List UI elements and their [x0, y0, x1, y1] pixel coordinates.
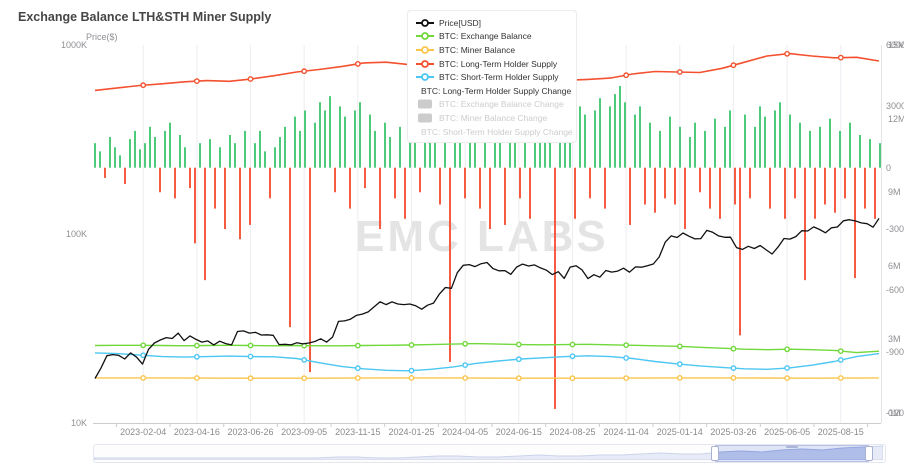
datazoom-profile	[94, 445, 883, 460]
legend-label: BTC: Long-Term Holder Supply Change	[421, 85, 572, 96]
legend-item-6[interactable]: BTC: Exchange Balance Change	[416, 98, 568, 112]
right-change-axis-label: -60000	[886, 285, 904, 296]
miner-balance-line-markers	[140, 374, 844, 382]
datazoom-slider[interactable]	[93, 444, 886, 463]
legend-line-marker-icon	[416, 18, 434, 27]
legend-label: BTC: Short-Term Holder Supply Change	[421, 126, 573, 137]
right-supply-axis-label: 9M	[888, 187, 901, 198]
x-axis-label: 2024-04-05	[442, 427, 489, 437]
legend: Price[USD] BTC: Exchange Balance BTC: Mine…	[407, 10, 577, 144]
x-axis-label: 2024-11-04	[603, 427, 649, 437]
x-axis-label: 2023-09-05	[281, 427, 328, 437]
legend-rect-marker-icon	[418, 113, 432, 123]
x-axis-label: 2023-02-04	[120, 427, 167, 437]
x-axis-label: 2024-06-15	[495, 427, 542, 437]
legend-item-3[interactable]: BTC: Long-Term Holder Supply	[416, 57, 568, 71]
datazoom-left-handle[interactable]	[710, 446, 719, 461]
legend-label: BTC: Long-Term Holder Supply	[439, 58, 558, 69]
exchange-balance-line	[94, 342, 880, 354]
legend-rect-marker-icon	[418, 99, 432, 109]
datazoom-move-handle[interactable]	[785, 446, 798, 448]
x-axis-label: 2023-04-16	[173, 427, 220, 437]
right-change-axis-label: 60000	[886, 40, 904, 51]
x-axis-label: 2023-11-15	[335, 427, 381, 437]
legend-label: BTC: Miner Balance Change	[439, 112, 548, 123]
legend-label: BTC: Exchange Balance Change	[439, 99, 564, 110]
right-change-axis-label: 0	[886, 162, 892, 173]
right-supply-axis-label: 15M	[888, 40, 904, 50]
legend-label: BTC: Short-Term Holder Supply	[439, 72, 559, 83]
legend-item-7[interactable]: BTC: Miner Balance Change	[416, 111, 568, 125]
legend-item-8[interactable]: BTC: Short-Term Holder Supply Change	[416, 125, 573, 139]
x-axis-label: 2024-08-25	[549, 427, 596, 437]
right-supply-axis-label: 6M	[888, 260, 901, 271]
x-axis-ticks	[115, 423, 869, 427]
legend-line-marker-icon	[416, 73, 434, 82]
legend-item-0[interactable]: Price[USD]	[416, 16, 568, 30]
legend-item-2[interactable]: BTC: Miner Balance	[416, 43, 568, 57]
legend-line-marker-icon	[416, 46, 434, 54]
right-change-axis-label: -120000	[886, 408, 904, 419]
datazoom-selection[interactable]	[714, 445, 869, 462]
legend-label: BTC: Miner Balance	[439, 44, 516, 55]
legend-label: BTC: Exchange Balance	[439, 31, 532, 42]
datazoom-right-handle[interactable]	[864, 446, 873, 461]
right-change-axis-label: -90000	[886, 346, 904, 357]
watermark: EMC LABS	[355, 212, 609, 261]
legend-item-5[interactable]: BTC: Long-Term Holder Supply Change	[416, 84, 572, 98]
right-supply-axis-label: 3M	[888, 334, 901, 345]
legend-line-marker-icon	[416, 32, 434, 41]
sth-supply-line	[94, 352, 880, 372]
left-axis-title: Price($)	[86, 32, 118, 42]
right-supply-axis-label: 12M	[888, 113, 904, 124]
supply-change-bars	[94, 85, 881, 409]
legend-line-marker-icon	[416, 59, 434, 68]
x-axis-label: 2025-03-26	[710, 427, 757, 437]
x-axis-label: 2023-06-26	[227, 427, 274, 437]
price-line	[94, 218, 880, 379]
right-supply-axis-label: 0M	[888, 408, 901, 418]
chart-title: Exchange Balance LTH&STH Miner Supply	[18, 10, 272, 24]
x-axis-label: 2025-06-05	[764, 427, 811, 437]
left-axis-label: 1000K	[60, 40, 87, 50]
legend-label: Price[USD]	[439, 17, 482, 28]
legend-item-4[interactable]: BTC: Short-Term Holder Supply	[416, 70, 568, 84]
x-axis-label: 2025-01-14	[656, 427, 703, 437]
left-axis-label: 100K	[65, 229, 87, 239]
x-axis-label: 2025-08-15	[817, 427, 864, 437]
left-axis-label: 10K	[70, 418, 87, 428]
x-axis-label: 2024-01-25	[388, 427, 435, 437]
legend-item-1[interactable]: BTC: Exchange Balance	[416, 30, 568, 44]
